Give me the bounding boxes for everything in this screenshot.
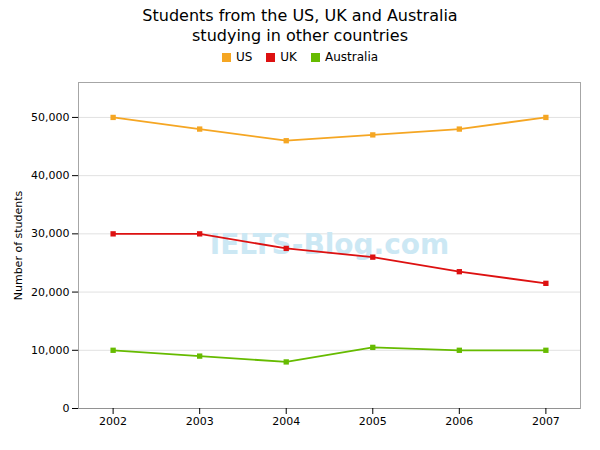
svg-text:2002: 2002 [99,415,127,428]
html-text:US: US [235,50,253,64]
html-text:Students from the US, UK and A: Students from the US, UK and Australia s… [142,6,458,45]
svg-text:20,000: 20,000 [31,286,70,299]
svg-text:30,000: 30,000 [31,227,70,240]
svg-text:IELTS-Blog.com: IELTS-Blog.com [210,228,450,261]
svg-text:0: 0 [63,402,70,415]
svg-text:2006: 2006 [445,415,473,428]
svg-text:2004: 2004 [272,415,300,428]
svg-text:40,000: 40,000 [31,169,70,182]
svg-text:10,000: 10,000 [31,344,70,357]
html-text:UK: UK [280,50,297,64]
svg-text:2005: 2005 [359,415,387,428]
svg-text:Number of students: Number of students [12,190,25,300]
svg-text:2003: 2003 [186,415,214,428]
html-text:Australia: Australia [325,50,379,64]
svg-text:50,000: 50,000 [31,111,70,124]
svg-text:2007: 2007 [532,415,560,428]
